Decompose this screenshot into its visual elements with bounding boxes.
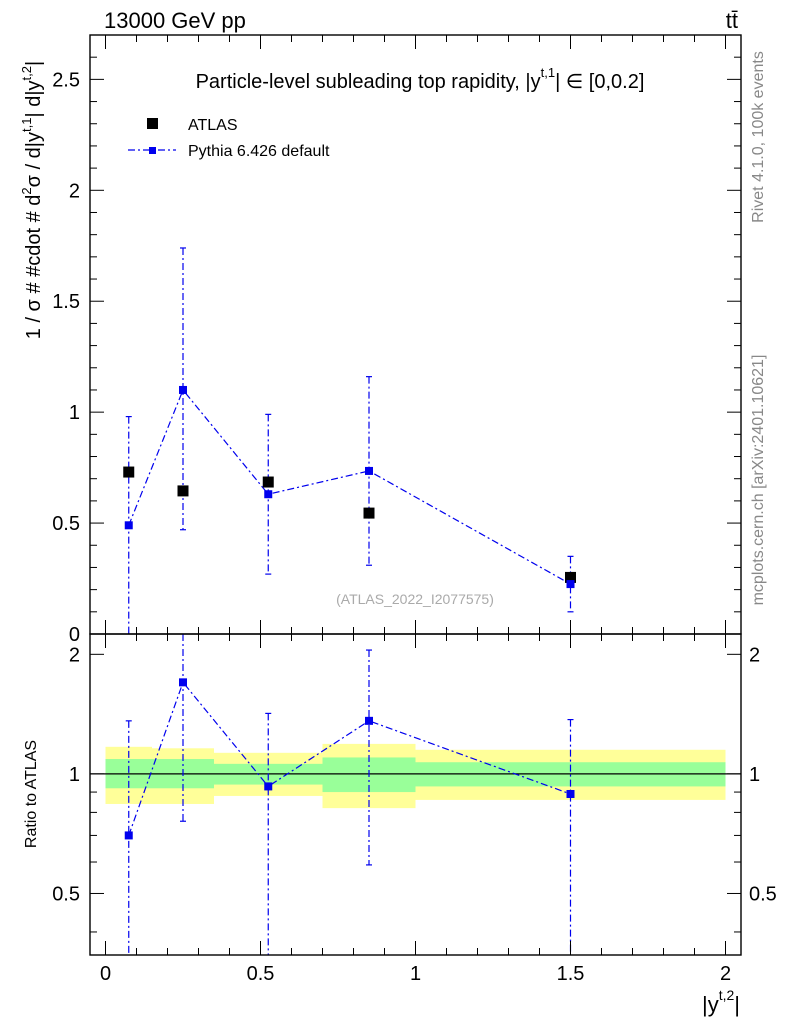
process-label: tt̄: [726, 8, 738, 33]
ratio-point-2: [264, 782, 273, 791]
x-tick-label-1: 0.5: [247, 963, 275, 985]
atlas-point-2: [262, 476, 274, 488]
x-tick-label-0: 0: [100, 963, 111, 985]
mc-point-2: [264, 490, 273, 499]
mc-point-0: [124, 521, 133, 530]
atlas-point-0: [123, 466, 135, 478]
atlas-point-4: [565, 571, 576, 583]
y-tick-label-2: 1: [69, 402, 80, 424]
analysis-watermark: (ATLAS_2022_I2077575): [336, 591, 494, 607]
x-axis-label: |yt,2|: [702, 987, 740, 1017]
atlas-point-1: [177, 485, 189, 497]
chart-title: Particle-level subleading top rapidity, …: [196, 65, 645, 93]
mc-point-4: [566, 580, 575, 589]
ratio-panel: 0 0.5 1 1.5 2 0.5 0.5 1 1 2 2: [52, 633, 777, 985]
y-tick-label-4: 2: [69, 180, 80, 202]
ratio-tick-label-left-1: 1: [69, 764, 80, 786]
atlas-point-3: [363, 507, 375, 519]
x-tick-label-4: 2: [720, 963, 731, 985]
x-tick-label-2: 1: [410, 963, 421, 985]
ratio-point-1: [179, 678, 187, 687]
ratio-y-axis-label: Ratio to ATLAS: [23, 740, 40, 848]
ratio-tick-label-right-0: 0.5: [749, 883, 777, 905]
y-tick-label-1: 0.5: [52, 513, 80, 535]
y-tick-label-0: 0: [69, 624, 80, 646]
legend: ATLAS Pythia 6.426 default: [128, 117, 330, 160]
mc-series-line: [128, 388, 571, 585]
ratio-point-4: [566, 789, 575, 798]
ratio-point-0: [124, 831, 133, 840]
ratio-tick-label-left-2: 2: [69, 644, 80, 666]
mc-point-1: [179, 385, 187, 394]
legend-pythia-marker: [149, 147, 156, 154]
x-tick-label-3: 1.5: [557, 963, 585, 985]
ratio-tick-label-right-1: 1: [749, 764, 760, 786]
ratio-tick-label-right-2: 2: [749, 644, 760, 666]
mc-point-3: [365, 466, 373, 475]
legend-pythia-label: Pythia 6.426 default: [188, 143, 330, 160]
y-tick-label-3: 1.5: [52, 291, 80, 313]
rivet-label: Rivet 4.1.0, 100k events: [750, 51, 767, 223]
y-tick-label-5: 2.5: [52, 69, 80, 91]
y-axis-label: 1 / σ # #cdot # d2σ / d|yt,1| d|yt,2|: [19, 61, 45, 339]
energy-label: 13000 GeV pp: [104, 8, 246, 33]
legend-atlas-marker: [147, 118, 158, 129]
ratio-tick-label-left-0: 0.5: [52, 883, 80, 905]
mcplots-label: mcplots.cern.ch [arXiv:2401.10621]: [750, 355, 767, 606]
ratio-point-3: [365, 716, 373, 725]
legend-atlas-label: ATLAS: [188, 117, 238, 134]
